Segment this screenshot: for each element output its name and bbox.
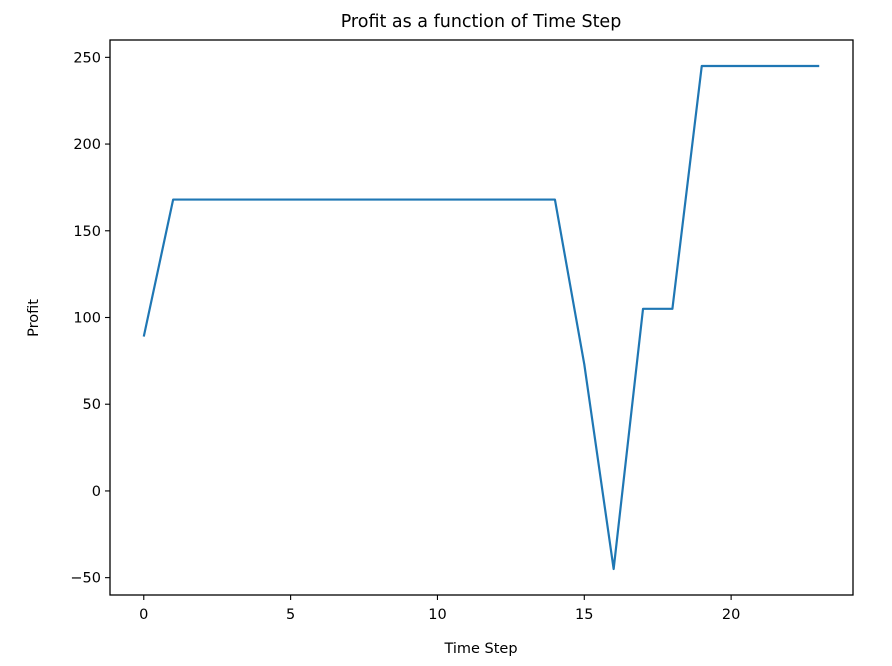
plot-frame [109, 39, 854, 596]
data-point [759, 65, 761, 67]
data-point [378, 198, 380, 200]
y-axis-label: Profit [26, 299, 42, 337]
x-tick-label: 10 [428, 607, 446, 623]
data-point [730, 65, 732, 67]
data-point [466, 198, 468, 200]
y-tick-label: 200 [73, 137, 101, 153]
data-point [436, 198, 438, 200]
data-point [583, 363, 585, 365]
data-point [818, 65, 820, 67]
data-point [789, 65, 791, 67]
y-tick-label: 250 [73, 50, 101, 66]
data-point [290, 198, 292, 200]
data-point [671, 308, 673, 310]
data-point [260, 198, 262, 200]
data-point [642, 308, 644, 310]
x-tick-label: 5 [286, 607, 295, 623]
y-tick-label: 100 [73, 311, 101, 327]
data-point [231, 198, 233, 200]
y-tick-label: 0 [92, 484, 101, 500]
data-point [554, 198, 556, 200]
data-point [524, 198, 526, 200]
data-point [319, 198, 321, 200]
data-point [701, 65, 703, 67]
data-point [495, 198, 497, 200]
x-tick-label: 15 [575, 607, 593, 623]
series-line-0 [142, 64, 820, 571]
y-tick-label: 150 [73, 224, 101, 240]
data-point [143, 335, 145, 337]
y-tick-label: 50 [83, 397, 101, 413]
x-axis-label: Time Step [443, 641, 517, 657]
x-tick-label: 0 [139, 607, 148, 623]
data-point [348, 198, 350, 200]
x-tick-label: 20 [722, 607, 740, 623]
data-point [201, 198, 203, 200]
chart-title: Profit as a function of Time Step [341, 12, 622, 32]
data-point [172, 198, 174, 200]
data-point [407, 198, 409, 200]
data-point [613, 568, 615, 570]
y-tick-label: −50 [70, 571, 101, 587]
